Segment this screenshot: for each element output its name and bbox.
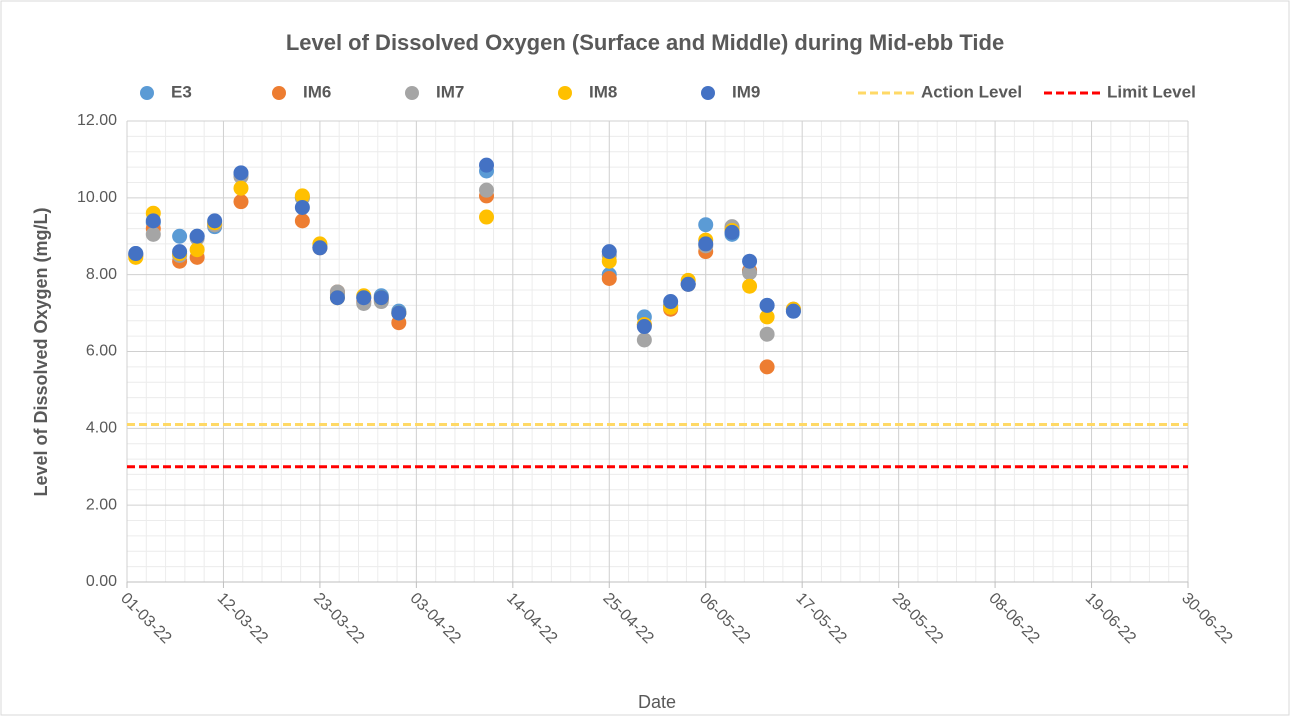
point	[294, 188, 310, 204]
point	[724, 224, 740, 240]
point	[189, 242, 205, 258]
point	[479, 209, 495, 225]
y-tick-label: 8.00	[86, 266, 117, 283]
point	[601, 244, 617, 260]
point	[172, 244, 188, 260]
point	[742, 278, 758, 294]
legend-label: IM7	[436, 82, 464, 101]
legend-label: Limit Level	[1107, 82, 1196, 101]
point	[207, 213, 223, 229]
point	[663, 294, 679, 310]
point	[312, 240, 328, 256]
point	[698, 217, 714, 233]
point	[759, 326, 775, 342]
y-tick-label: 2.00	[86, 496, 117, 513]
y-tick-label: 12.00	[77, 112, 117, 129]
point	[759, 297, 775, 313]
point	[189, 228, 205, 244]
legend-label: IM8	[589, 82, 617, 101]
x-axis-label: Date	[638, 692, 676, 712]
point	[172, 228, 188, 244]
point	[479, 157, 495, 173]
y-axis-label: Level of Dissolved Oxygen (mg/L)	[31, 207, 51, 496]
point	[233, 194, 249, 210]
point	[373, 290, 389, 306]
legend-marker	[558, 86, 572, 100]
y-tick-label: 4.00	[86, 420, 117, 437]
point	[356, 290, 372, 306]
point	[742, 265, 758, 281]
point	[391, 305, 407, 321]
point	[636, 319, 652, 335]
point	[636, 332, 652, 348]
point	[785, 303, 801, 319]
point	[294, 199, 310, 215]
legend-marker	[272, 86, 286, 100]
legend-marker	[405, 86, 419, 100]
point	[759, 359, 775, 375]
y-tick-label: 0.00	[86, 573, 117, 590]
point	[294, 213, 310, 229]
chart-title: Level of Dissolved Oxygen (Surface and M…	[286, 30, 1004, 55]
point	[233, 180, 249, 196]
legend-label: E3	[171, 82, 192, 101]
point	[742, 253, 758, 269]
legend-label: Action Level	[921, 82, 1022, 101]
y-tick-label: 10.00	[77, 189, 117, 206]
legend-label: IM6	[303, 82, 331, 101]
legend-label: IM9	[732, 82, 760, 101]
point	[759, 309, 775, 325]
point	[479, 182, 495, 198]
point	[601, 271, 617, 287]
point	[680, 276, 696, 292]
legend-marker	[701, 86, 715, 100]
point	[145, 226, 161, 242]
legend-marker	[140, 86, 154, 100]
y-tick-label: 6.00	[86, 343, 117, 360]
point	[233, 165, 249, 181]
point	[698, 236, 714, 252]
point	[329, 290, 345, 306]
point	[128, 246, 144, 262]
point	[145, 213, 161, 229]
